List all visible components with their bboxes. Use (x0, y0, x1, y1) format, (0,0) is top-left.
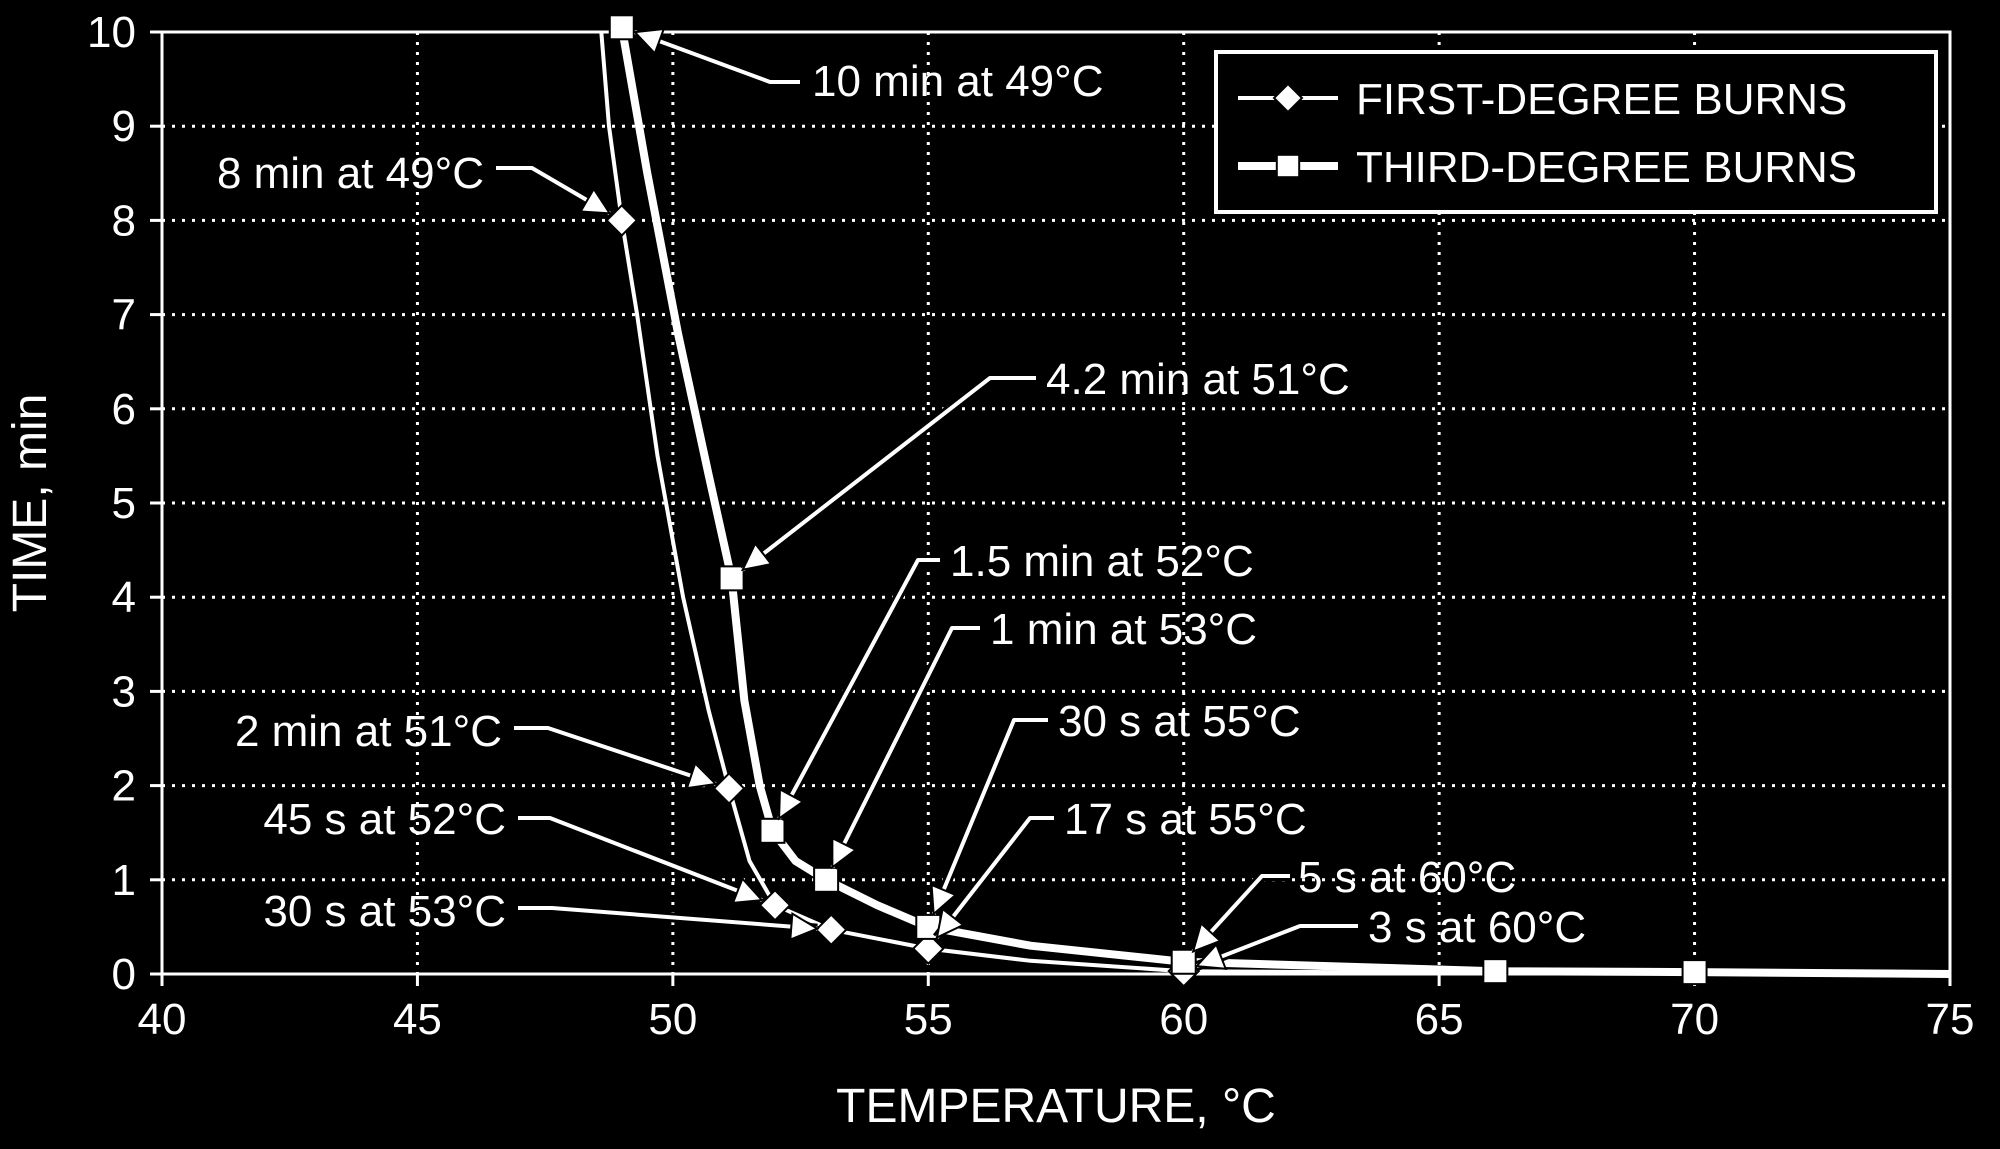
data-point (759, 817, 786, 844)
x-tick-label: 50 (648, 995, 697, 1044)
y-tick-label: 9 (112, 102, 136, 151)
annotation: 1.5 min at 52°C (774, 537, 1254, 821)
legend-label: FIRST-DEGREE BURNS (1356, 75, 1847, 124)
annotation-label: 30 s at 55°C (1058, 697, 1301, 746)
annotation-leader (518, 906, 818, 931)
y-tick-label: 7 (112, 291, 136, 340)
annotation-leader (935, 816, 1054, 939)
legend-marker (1272, 82, 1304, 114)
annotation-leader (1196, 924, 1358, 968)
y-tick-label: 2 (112, 762, 136, 811)
annotation-arrowhead (632, 27, 666, 56)
legend: FIRST-DEGREE BURNS THIRD-DEGREE BURNS (1214, 50, 1938, 214)
annotation: 1 min at 53°C (827, 605, 1257, 870)
annotation-arrowhead (778, 787, 805, 821)
y-tick-label: 4 (112, 573, 136, 622)
annotation-arrowhead (731, 876, 765, 905)
annotation-label: 2 min at 51°C (235, 707, 502, 756)
series (599, 14, 1951, 988)
annotation-arrowhead (578, 187, 612, 215)
data-point (1170, 948, 1197, 975)
annotation-arrowhead (831, 836, 858, 870)
annotation-arrowhead (789, 911, 820, 942)
annotation-leader (496, 166, 611, 216)
y-tick-label: 3 (112, 667, 136, 716)
annotation: 45 s at 52°C (263, 795, 765, 905)
y-tick-label: 6 (112, 385, 136, 434)
data-point (605, 203, 639, 237)
annotation-leader (634, 30, 800, 84)
annotations: 10 min at 49°C 8 min at 49°C 4.2 min at 51… (217, 27, 1586, 971)
annotation: 30 s at 55°C (929, 697, 1301, 917)
annotation-label: 3 s at 60°C (1368, 903, 1586, 952)
annotation-arrowhead (740, 541, 773, 572)
series-line (599, 31, 1951, 976)
annotation-arrowhead (1191, 921, 1223, 954)
annotation-label: 10 min at 49°C (812, 57, 1104, 106)
y-axis-label: TIME, min (4, 394, 57, 613)
annotation: 2 min at 51°C (235, 707, 718, 790)
annotation-label: 1.5 min at 52°C (950, 537, 1254, 586)
annotation-leader (931, 718, 1048, 915)
annotation-leader (741, 376, 1036, 572)
annotation-leader (777, 558, 940, 820)
y-tick-label: 10 (87, 8, 136, 57)
annotation: 30 s at 53°C (263, 887, 820, 942)
x-tick-label: 55 (904, 995, 953, 1044)
annotation-label: 5 s at 60°C (1298, 853, 1516, 902)
annotation-leader (514, 726, 717, 786)
y-tick-label: 1 (112, 856, 136, 905)
annotation-label: 8 min at 49°C (217, 149, 484, 198)
annotation-label: 17 s at 55°C (1064, 795, 1307, 844)
annotation-leader (518, 816, 763, 903)
x-axis-label: TEMPERATURE, °C (836, 1080, 1276, 1133)
x-tick-label: 65 (1415, 995, 1464, 1044)
y-tick-label: 8 (112, 196, 136, 245)
annotation-arrowhead (1194, 942, 1228, 970)
annotation: 10 min at 49°C (632, 27, 1104, 106)
annotation: 3 s at 60°C (1194, 903, 1586, 971)
data-point (911, 932, 945, 965)
annotation: 8 min at 49°C (217, 149, 613, 218)
data-point (813, 866, 840, 893)
data-point (814, 913, 848, 947)
data-point (1681, 959, 1708, 986)
x-tick-label: 75 (1926, 995, 1975, 1044)
legend-entry: FIRST-DEGREE BURNS (1238, 75, 1847, 124)
annotation: 17 s at 55°C (932, 795, 1307, 941)
x-tick-label: 60 (1159, 995, 1208, 1044)
data-point (1482, 958, 1509, 985)
annotation-leader (830, 626, 980, 869)
annotation-label: 1 min at 53°C (990, 605, 1257, 654)
series-line (617, 26, 1951, 978)
legend-entry: THIRD-DEGREE BURNS (1238, 143, 1857, 192)
annotation-arrowhead (685, 761, 718, 790)
x-tick-label: 70 (1670, 995, 1719, 1044)
x-tick-label: 40 (138, 995, 187, 1044)
annotation-arrowhead (935, 907, 966, 940)
y-tick-label: 5 (112, 479, 136, 528)
y-tick-label: 0 (112, 950, 136, 999)
data-point (712, 772, 746, 805)
data-point (758, 888, 792, 922)
annotation-arrowhead (930, 883, 958, 917)
legend-label: THIRD-DEGREE BURNS (1356, 143, 1857, 192)
data-point (608, 14, 635, 41)
annotation-label: 45 s at 52°C (263, 795, 506, 844)
annotation-leader (1191, 874, 1290, 953)
annotation: 5 s at 60°C (1189, 853, 1516, 955)
x-tick-label: 45 (393, 995, 442, 1044)
annotation: 4.2 min at 51°C (739, 355, 1350, 574)
annotation-label: 30 s at 53°C (263, 887, 506, 936)
legend-marker (1275, 153, 1301, 179)
legend-box (1214, 50, 1938, 214)
data-point (718, 565, 745, 592)
annotation-label: 4.2 min at 51°C (1046, 355, 1350, 404)
